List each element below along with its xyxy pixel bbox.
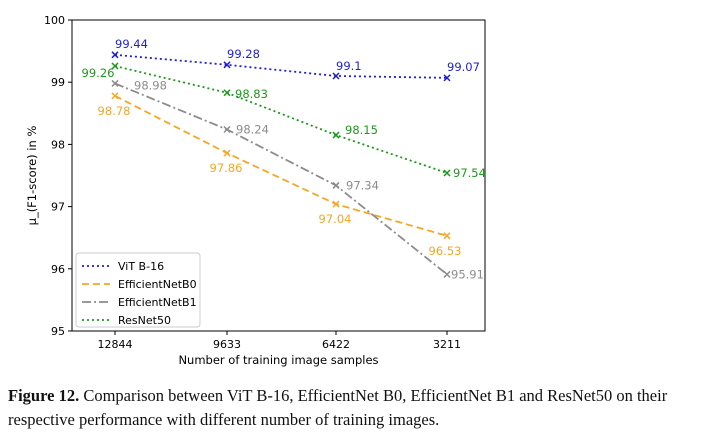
series-line (114, 82, 448, 276)
y-tick-label: 96 (51, 263, 65, 276)
marker-stroke (332, 131, 340, 139)
x-tick-label: 9633 (213, 338, 241, 351)
x-tick-label: 6422 (322, 338, 350, 351)
data-point-marker (443, 232, 451, 240)
data-point-marker (332, 181, 340, 189)
y-axis-label: μ_(F1-score) in % (25, 126, 39, 226)
data-point-marker (443, 270, 451, 278)
data-labels: 99.44 99.28 99.1 99.07 98.78 97.86 97.04 96.53 9… (82, 37, 486, 282)
series-line (114, 65, 448, 174)
legend: ViT B-16 EfficientNetB0 EfficientNetB1 ResN… (75, 252, 201, 328)
data-point-marker (332, 200, 340, 208)
data-label: 99.07 (447, 60, 480, 74)
marker-stroke (443, 270, 451, 278)
legend-label: ViT B-16 (118, 260, 164, 273)
data-point-marker (111, 92, 119, 100)
data-label: 98.98 (134, 78, 167, 92)
marker-stroke (223, 125, 231, 134)
line-chart: 95 96 97 98 99 100 12844 9633 6422 3211 Number of … (25, 14, 486, 367)
series-line (114, 53, 448, 79)
data-label: 99.26 (82, 66, 115, 80)
marker-stroke (223, 149, 231, 157)
data-point-marker (223, 125, 231, 134)
marker-stroke (111, 62, 119, 70)
data-label: 99.44 (115, 37, 148, 51)
data-point-marker (443, 74, 451, 82)
x-axis-label: Number of training image samples (178, 353, 378, 367)
marker-stroke (223, 89, 231, 97)
marker-stroke (111, 51, 119, 59)
y-tick-label: 95 (51, 325, 65, 338)
figure-label: Figure 12. (8, 386, 80, 405)
legend-box (75, 252, 201, 328)
data-point-marker (332, 72, 340, 80)
data-label: 98.24 (236, 122, 269, 136)
y-tick-label: 100 (44, 14, 65, 27)
x-tick-label: 12844 (98, 338, 133, 351)
legend-label: EfficientNetB1 (118, 296, 197, 309)
data-label: 98.83 (235, 87, 268, 101)
data-point-marker (443, 169, 451, 177)
marker-stroke (443, 74, 451, 82)
data-label: 97.54 (453, 166, 486, 180)
data-point-marker (111, 51, 119, 59)
figure-caption: Figure 12. Comparison between ViT B-16, … (8, 384, 720, 432)
marker-stroke (332, 200, 340, 208)
axes: 95 96 97 98 99 100 12844 9633 6422 3211 Number of … (25, 14, 461, 367)
data-label: 99.28 (227, 47, 260, 61)
series-line (114, 95, 448, 237)
series-layer (111, 51, 451, 278)
data-label: 98.15 (345, 123, 378, 137)
marker-stroke (332, 181, 340, 189)
data-label: 97.86 (210, 161, 243, 175)
data-label: 96.53 (429, 244, 462, 258)
legend-label: EfficientNetB0 (118, 278, 197, 291)
data-label: 95.91 (451, 267, 484, 281)
data-point-marker (223, 149, 231, 157)
data-point-marker (223, 89, 231, 97)
figure-caption-text: Comparison between ViT B-16, EfficientNe… (8, 386, 668, 429)
legend-label: ResNet50 (118, 314, 171, 327)
y-tick-label: 99 (51, 76, 65, 89)
x-tick-label: 3211 (433, 338, 461, 351)
data-point-marker (223, 61, 231, 69)
marker-stroke (332, 72, 340, 80)
marker-stroke (223, 61, 231, 69)
data-label: 99.1 (336, 59, 362, 73)
y-tick-label: 97 (51, 201, 65, 214)
marker-stroke (443, 232, 451, 240)
data-point-marker (111, 62, 119, 70)
data-point-marker (332, 131, 340, 139)
data-point-marker (111, 79, 119, 87)
data-label: 98.78 (98, 104, 131, 118)
marker-stroke (111, 79, 119, 87)
y-tick-label: 98 (51, 138, 65, 151)
marker-stroke (443, 169, 451, 177)
data-label: 97.04 (319, 212, 352, 226)
data-label: 97.34 (346, 178, 379, 192)
marker-stroke (111, 92, 119, 100)
